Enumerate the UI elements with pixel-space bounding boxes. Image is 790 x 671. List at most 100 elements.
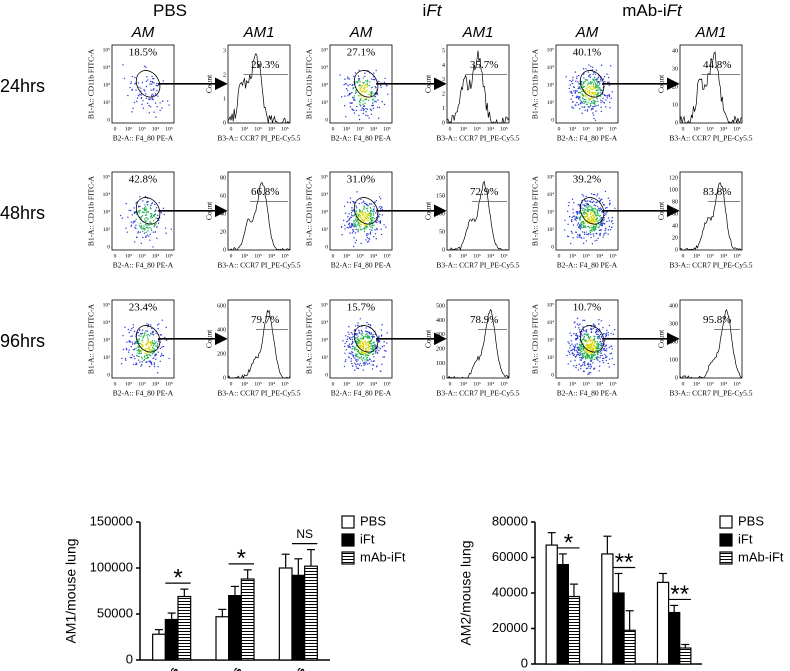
x-tick-label: 10³: [138, 126, 146, 132]
y-tick-label: 3: [442, 77, 445, 83]
event-dot: [152, 78, 155, 80]
am1-percent: 44.8%: [703, 59, 731, 71]
histogram-curve: [679, 51, 743, 124]
event-dot: [140, 242, 142, 245]
event-dot: [155, 345, 157, 347]
event-dot: [594, 103, 596, 105]
event-dot: [381, 206, 383, 209]
event-dot: [594, 83, 597, 85]
event-dot: [599, 357, 601, 359]
y-tick-label: 10²: [103, 227, 111, 233]
y-tick-label: 10²: [547, 355, 555, 361]
event-dot: [583, 347, 585, 349]
event-dot: [373, 235, 375, 238]
event-dot: [130, 345, 132, 348]
event-dot: [589, 73, 591, 76]
event-dot: [597, 77, 600, 79]
event-dot: [151, 327, 153, 330]
event-dot: [362, 208, 365, 210]
histogram: [227, 44, 291, 124]
event-dot: [131, 88, 134, 91]
y-tick-label: 10²: [103, 355, 111, 361]
event-dot: [379, 347, 381, 350]
x-axis-label: B2-A:: F4_80 PE-A: [113, 261, 174, 270]
event-dot: [374, 352, 377, 354]
event-dot: [584, 209, 587, 211]
event-dot: [361, 332, 363, 335]
event-dot: [371, 345, 373, 348]
event-dot: [378, 196, 381, 198]
event-dot: [597, 84, 600, 87]
x-tick-label: 10²: [693, 253, 701, 259]
event-dot: [575, 219, 577, 222]
event-dot: [351, 342, 354, 344]
event-dot: [613, 363, 615, 366]
event-dot: [141, 364, 143, 366]
event-dot: [370, 360, 373, 362]
event-dot: [376, 229, 378, 231]
event-dot: [582, 213, 584, 215]
event-dot: [145, 208, 147, 210]
event-dot: [140, 97, 143, 100]
event-dot: [152, 334, 155, 336]
event-dot: [585, 334, 587, 336]
event-dot: [361, 228, 363, 230]
event-dot: [596, 347, 598, 350]
event-dot: [353, 109, 355, 111]
event-dot: [587, 367, 589, 369]
event-dot: [142, 236, 144, 239]
event-dot: [610, 221, 613, 223]
event-dot: [348, 223, 350, 225]
event-dot: [601, 340, 604, 342]
event-dot: [576, 224, 579, 226]
event-dot: [146, 204, 149, 206]
event-dot: [583, 333, 585, 335]
event-dot: [590, 215, 593, 217]
event-dot: [366, 241, 369, 243]
event-dot: [576, 336, 579, 338]
event-dot: [356, 82, 359, 84]
event-dot: [351, 224, 354, 227]
event-dot: [144, 332, 146, 334]
event-dot: [367, 340, 370, 343]
x-tick-label: 0: [682, 126, 685, 132]
event-dot: [125, 202, 127, 205]
gate-name: AM: [131, 24, 155, 41]
event-dot: [600, 320, 603, 322]
event-dot: [359, 88, 361, 91]
event-dot: [371, 218, 373, 220]
event-dot: [352, 230, 355, 233]
legend-swatch: [719, 533, 733, 547]
scatter-plot: [329, 171, 393, 251]
event-dot: [583, 211, 586, 213]
event-dot: [586, 233, 588, 236]
event-dot: [576, 323, 578, 325]
event-dot: [366, 82, 368, 84]
event-dot: [369, 81, 371, 83]
event-dot: [359, 101, 361, 104]
event-dot: [576, 75, 578, 78]
y-tick-label: 80: [220, 175, 226, 181]
event-dot: [348, 225, 351, 227]
event-dot: [599, 207, 602, 209]
event-dot: [610, 352, 613, 354]
event-dot: [363, 230, 366, 233]
y-tick-label: 1: [223, 96, 226, 102]
event-dot: [152, 89, 154, 91]
event-dot: [145, 343, 148, 345]
event-dot: [576, 343, 578, 345]
event-dot: [363, 364, 365, 366]
histogram: [446, 299, 510, 379]
event-dot: [153, 349, 156, 351]
significance-label: *: [564, 529, 573, 556]
event-dot: [368, 331, 371, 334]
event-dot: [602, 220, 604, 222]
event-dot: [608, 220, 610, 222]
event-dot: [153, 362, 155, 364]
event-dot: [138, 224, 141, 227]
x-tick-label: 10⁴: [596, 381, 604, 387]
event-dot: [157, 217, 159, 220]
event-dot: [354, 346, 356, 349]
legend-label: PBS: [360, 513, 386, 528]
event-dot: [134, 83, 136, 85]
